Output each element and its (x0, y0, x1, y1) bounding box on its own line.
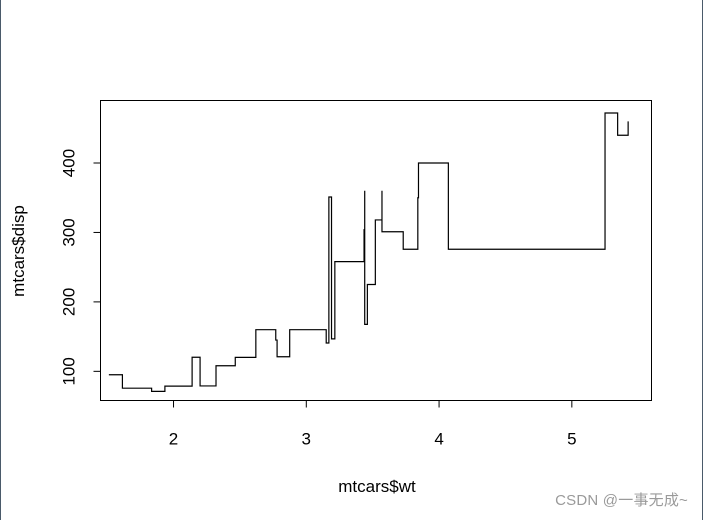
y-axis: 100 200 300 400 (60, 149, 101, 386)
plot-box (100, 100, 652, 401)
x-axis-label: mtcars$wt (338, 477, 416, 496)
x-tick-label: 2 (169, 430, 178, 449)
y-tick-label: 300 (60, 218, 79, 246)
y-tick-label: 100 (60, 357, 79, 385)
x-tick-label: 5 (567, 430, 576, 449)
x-axis: 2 3 4 5 (169, 400, 577, 449)
y-tick-label: 200 (60, 288, 79, 316)
x-tick-label: 4 (434, 430, 443, 449)
y-axis-label: mtcars$disp (9, 205, 28, 297)
x-tick-label: 3 (302, 430, 311, 449)
y-tick-label: 400 (60, 149, 79, 177)
watermark: CSDN @一事无成~ (555, 492, 688, 509)
series-step-line (108, 112, 629, 393)
series-group (108, 112, 629, 393)
